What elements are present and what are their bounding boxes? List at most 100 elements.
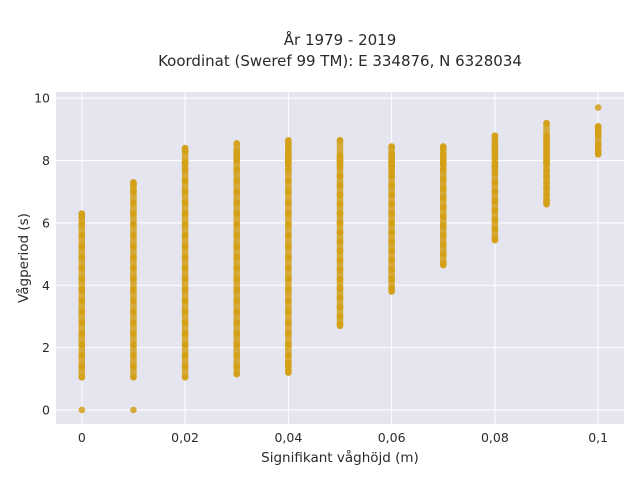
data-point <box>79 287 86 294</box>
data-point <box>440 251 447 258</box>
data-point <box>79 254 86 261</box>
data-point <box>337 285 344 292</box>
data-point <box>182 308 189 315</box>
data-point <box>182 199 189 206</box>
data-point <box>285 210 292 217</box>
data-point <box>492 179 499 186</box>
data-point <box>285 265 292 272</box>
data-point <box>388 201 395 208</box>
data-point <box>492 160 499 167</box>
data-point <box>233 287 240 294</box>
data-point <box>130 276 137 283</box>
data-point <box>440 232 447 239</box>
data-point <box>285 221 292 228</box>
data-point <box>337 220 344 227</box>
data-point <box>130 254 137 261</box>
data-point <box>233 363 240 370</box>
scatter-chart: 0 0,02 0,04 0,06 0,08 0,1 0246810 År 1979 - 2… <box>0 0 640 480</box>
data-point <box>233 232 240 239</box>
data-point <box>182 232 189 239</box>
data-point <box>440 260 447 267</box>
data-point <box>233 298 240 305</box>
data-point <box>182 159 189 166</box>
data-point <box>440 143 447 150</box>
data-point <box>233 265 240 272</box>
data-point <box>130 374 137 381</box>
data-point <box>285 319 292 326</box>
data-point <box>543 198 550 205</box>
chart-title: År 1979 - 2019 <box>284 30 397 49</box>
y-tick-label: 2 <box>42 340 50 355</box>
data-point <box>182 221 189 228</box>
data-point <box>182 167 189 174</box>
data-point <box>285 178 292 185</box>
data-point <box>337 153 344 160</box>
data-point <box>388 143 395 150</box>
data-point <box>388 285 395 292</box>
data-point <box>182 188 189 195</box>
data-point <box>285 243 292 250</box>
data-point <box>595 148 602 155</box>
data-point <box>79 265 86 272</box>
data-point <box>233 199 240 206</box>
y-axis-title: Vågperiod (s) <box>15 213 32 303</box>
data-point <box>233 243 240 250</box>
data-point <box>440 241 447 248</box>
data-point <box>543 120 550 127</box>
data-point <box>285 298 292 305</box>
data-point <box>233 371 240 378</box>
data-point <box>543 167 550 174</box>
data-point <box>130 210 137 217</box>
data-point <box>285 308 292 315</box>
data-point <box>130 330 137 337</box>
data-point <box>233 188 240 195</box>
data-point <box>285 287 292 294</box>
data-point <box>130 287 137 294</box>
data-point <box>595 104 602 111</box>
data-point <box>337 229 344 236</box>
data-point <box>337 192 344 199</box>
data-point <box>492 235 499 242</box>
data-point <box>130 221 137 228</box>
y-tick-label: 10 <box>34 91 50 106</box>
data-point <box>337 321 344 328</box>
data-point <box>285 254 292 261</box>
x-tick-label: 0,02 <box>171 430 199 445</box>
data-point <box>337 276 344 283</box>
data-point <box>388 173 395 180</box>
x-tick-label: 0,08 <box>481 430 509 445</box>
data-point <box>337 248 344 255</box>
data-point <box>285 232 292 239</box>
data-point <box>337 137 344 144</box>
data-point <box>285 330 292 337</box>
data-point <box>233 167 240 174</box>
data-point <box>182 276 189 283</box>
data-point <box>337 266 344 273</box>
data-point <box>337 182 344 189</box>
data-point <box>285 360 292 367</box>
x-tick-label: 0 <box>78 430 86 445</box>
data-point <box>543 179 550 186</box>
data-point <box>130 319 137 326</box>
data-point <box>595 123 602 130</box>
data-point <box>182 363 189 370</box>
data-point <box>182 319 189 326</box>
data-point <box>440 185 447 192</box>
data-point <box>492 226 499 233</box>
data-point <box>182 352 189 359</box>
data-point <box>79 276 86 283</box>
data-point <box>543 185 550 192</box>
data-point <box>492 207 499 214</box>
data-point <box>388 220 395 227</box>
data-point <box>388 229 395 236</box>
data-point <box>337 238 344 245</box>
data-point <box>233 319 240 326</box>
data-point <box>130 199 137 206</box>
data-point <box>388 257 395 264</box>
data-point <box>130 407 137 414</box>
x-tick-labels: 0 0,02 0,04 0,06 0,08 0,1 <box>78 430 608 445</box>
data-point <box>388 210 395 217</box>
data-point <box>388 182 395 189</box>
data-point <box>285 137 292 144</box>
data-point <box>182 210 189 217</box>
